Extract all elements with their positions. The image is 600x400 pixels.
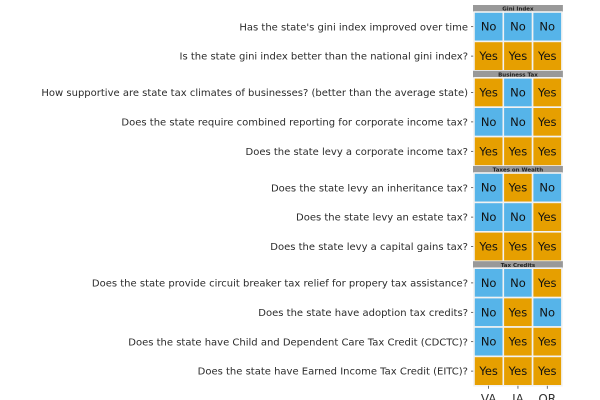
panel-strip (473, 70, 563, 78)
heatmap-cell (502, 172, 534, 204)
question-label: Does the state have Earned Income Tax Cr… (198, 367, 468, 378)
cell-value-label: No (481, 210, 497, 224)
x-tick-label: VA (481, 392, 497, 400)
cell-value-label: No (481, 305, 497, 319)
x-tick-label: IA (512, 392, 525, 400)
question-label: Has the state's gini index improved over… (239, 22, 468, 33)
cell-value-label: Yes (508, 240, 528, 254)
cell-value-label: Yes (537, 240, 557, 254)
cell-value-label: No (510, 86, 526, 100)
panel-strip (473, 5, 563, 12)
question-label: Does the state provide circuit breaker t… (92, 279, 468, 290)
cell-value-label: Yes (478, 86, 498, 100)
cell-value-label: Yes (478, 49, 498, 63)
question-label: Does the state have adoption tax credits… (258, 308, 468, 319)
cell-value-label: Yes (537, 276, 557, 290)
heatmap-cell (531, 231, 563, 263)
heatmap-cell (531, 172, 563, 204)
heatmap-cell (473, 106, 505, 138)
cell-value-label: No (510, 210, 526, 224)
question-label: How supportive are state tax climates of… (41, 88, 468, 99)
x-tick-label: OR (538, 392, 556, 400)
panel-strip-label: Tax Credits (501, 263, 536, 269)
cell-value-label: Yes (537, 115, 557, 129)
heatmap-cell (531, 201, 563, 233)
heatmap-cell (473, 135, 505, 167)
cell-value-label: Yes (537, 86, 557, 100)
cell-value-label: No (510, 115, 526, 129)
heatmap-cell (473, 355, 505, 387)
cell-value-label: Yes (508, 305, 528, 319)
cell-value-label: No (481, 115, 497, 129)
cell-value-label: No (510, 276, 526, 290)
heatmap-cell (531, 40, 563, 72)
cell-value-label: Yes (537, 364, 557, 378)
heatmap-cell (531, 11, 563, 43)
cell-value-label: Yes (508, 49, 528, 63)
cell-value-label: Yes (508, 181, 528, 195)
cell-value-label: No (539, 181, 555, 195)
cell-value-label: No (481, 181, 497, 195)
question-label: Does the state levy an inheritance tax? (271, 183, 468, 194)
heatmap-cell (531, 77, 563, 109)
panel-strip (473, 261, 563, 269)
cell-value-label: Yes (537, 210, 557, 224)
cell-value-label: No (539, 305, 555, 319)
cell-value-label: No (481, 20, 497, 34)
cell-value-label: No (539, 20, 555, 34)
panel-strip-label: Business Tax (498, 73, 538, 79)
cell-value-label: Yes (537, 335, 557, 349)
question-label: Is the state gini index better than the … (180, 52, 468, 63)
heatmap-cell (473, 77, 505, 109)
heatmap-cell (531, 355, 563, 387)
cell-value-label: Yes (478, 240, 498, 254)
cell-value-label: Yes (537, 49, 557, 63)
heatmap-cell (502, 135, 534, 167)
cell-value-label: Yes (508, 144, 528, 158)
panel-strip-label: Taxes on Wealth (493, 168, 544, 174)
question-label: Does the state have Child and Dependent … (128, 337, 468, 348)
cell-value-label: Yes (478, 144, 498, 158)
question-label: Does the state levy an estate tax? (296, 213, 468, 224)
cell-value-label: No (481, 276, 497, 290)
cell-value-label: No (481, 335, 497, 349)
cell-value-label: No (510, 20, 526, 34)
panel-strip-label: Gini Index (502, 7, 534, 13)
cell-value-label: Yes (478, 364, 498, 378)
heatmap-cell (473, 40, 505, 72)
cell-value-label: Yes (508, 364, 528, 378)
question-label: Does the state levy a corporate income t… (246, 147, 468, 158)
question-label: Does the state levy a capital gains tax? (270, 242, 468, 253)
panel-strip (473, 166, 563, 173)
cell-value-label: Yes (537, 144, 557, 158)
cell-value-label: Yes (508, 335, 528, 349)
question-label: Does the state require combined reportin… (121, 118, 468, 129)
heatmap-cell (531, 106, 563, 138)
